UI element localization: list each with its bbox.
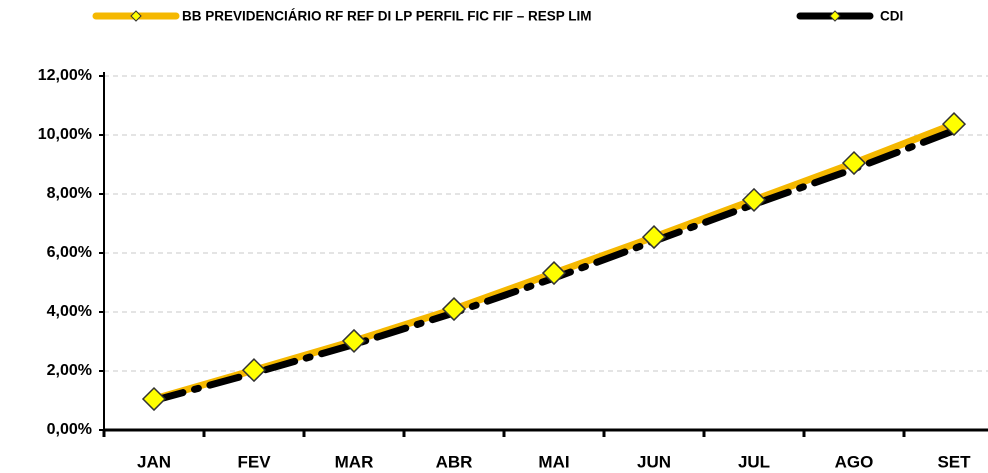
- x-tick-label: MAI: [538, 452, 569, 471]
- x-tick-label: FEV: [237, 452, 271, 471]
- legend-marker: [130, 10, 142, 22]
- legend-marker: [829, 10, 841, 22]
- x-tick-label: MAR: [335, 452, 374, 471]
- x-tick-label: JAN: [137, 452, 171, 471]
- marker: [641, 225, 667, 250]
- legend-label: BB PREVIDENCIÁRIO RF REF DI LP PERFIL FI…: [182, 9, 592, 24]
- x-tick-label: JUL: [738, 452, 770, 471]
- marker: [941, 112, 967, 137]
- marker: [241, 358, 267, 383]
- x-tick-label: SET: [937, 452, 971, 471]
- y-tick-label: 2,00%: [47, 362, 92, 379]
- y-tick-label: 4,00%: [47, 303, 92, 320]
- marker: [441, 296, 467, 322]
- marker: [541, 260, 567, 286]
- y-tick-label: 0,00%: [47, 421, 92, 438]
- y-tick-label: 12,00%: [38, 67, 92, 84]
- y-tick-label: 10,00%: [38, 126, 92, 143]
- marker: [141, 386, 167, 412]
- y-tick-label: 8,00%: [47, 185, 92, 202]
- y-tick-label: 6,00%: [47, 244, 92, 261]
- marker: [841, 150, 867, 176]
- marker: [741, 187, 767, 212]
- x-tick-label: ABR: [436, 452, 473, 471]
- x-tick-label: AGO: [835, 452, 874, 471]
- x-tick-label: JUN: [637, 452, 671, 471]
- marker: [341, 328, 367, 353]
- legend-label: CDI: [880, 9, 903, 24]
